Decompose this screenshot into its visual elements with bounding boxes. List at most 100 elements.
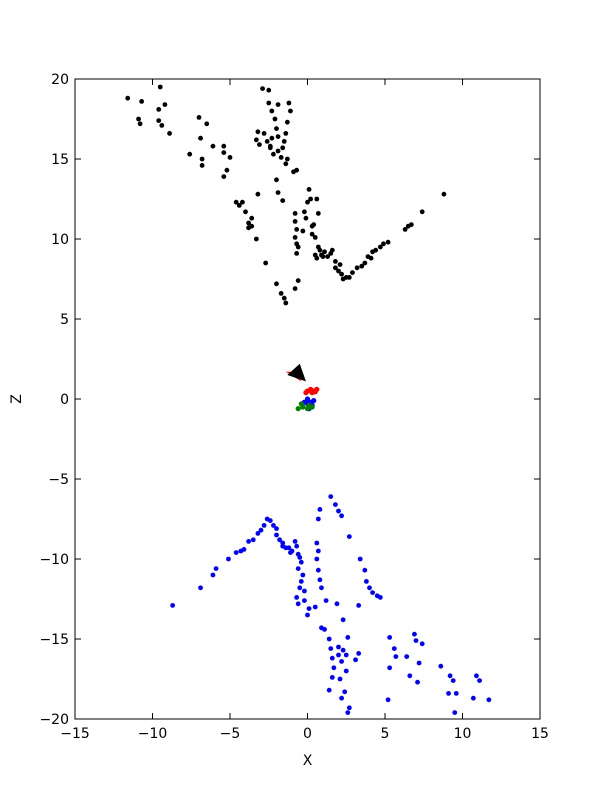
camera-point	[295, 406, 301, 412]
scatter-point-series-1	[274, 532, 279, 538]
scatter-point-series-1	[477, 678, 482, 683]
scatter-point-series-0	[139, 99, 145, 104]
scatter-point-series-0	[419, 209, 425, 215]
scatter-point-series-0	[385, 239, 391, 245]
scatter-point-series-1	[226, 556, 231, 562]
scatter-point-series-1	[362, 567, 368, 573]
scatter-point-series-1	[288, 550, 293, 555]
scatter-point-series-0	[302, 209, 307, 215]
scatter-point-series-0	[136, 116, 141, 122]
scatter-point-series-0	[257, 142, 262, 148]
scatter-point-series-1	[274, 526, 279, 531]
scatter-point-series-0	[204, 121, 210, 127]
scatter-point-series-1	[328, 494, 334, 499]
camera-point	[312, 389, 318, 395]
y-axis-label: Z	[9, 394, 25, 404]
scatter-point-series-0	[306, 187, 312, 192]
scatter-point-series-0	[325, 254, 331, 259]
scatter-point-series-1	[297, 585, 303, 591]
scatter-point-series-1	[370, 590, 375, 595]
scatter-point-series-1	[339, 695, 344, 701]
scatter-point-series-1	[250, 537, 256, 543]
scatter-point-series-1	[391, 646, 397, 651]
scatter-point-series-0	[274, 177, 279, 183]
scatter-point-series-0	[315, 211, 321, 216]
scatter-point-series-1	[404, 654, 410, 659]
scatter-point-series-0	[266, 87, 272, 93]
scatter-point-series-0	[246, 220, 252, 226]
scatter-point-series-1	[387, 635, 393, 640]
scatter-point-series-1	[336, 644, 341, 650]
scatter-point-series-0	[269, 135, 275, 141]
scatter-point-series-0	[281, 139, 287, 144]
scatter-point-series-0	[224, 167, 230, 173]
scatter-point-series-1	[258, 527, 264, 533]
scatter-point-series-1	[314, 556, 320, 562]
scatter-point-series-0	[269, 108, 275, 114]
scatter-point-series-0	[373, 247, 379, 253]
scatter-point-series-1	[294, 543, 300, 549]
scatter-point-series-0	[255, 129, 261, 135]
scatter-point-series-0	[157, 84, 163, 90]
scatter-point-series-0	[199, 156, 205, 162]
scatter-point-series-0	[292, 235, 298, 240]
camera-point	[303, 390, 309, 396]
y-tick-label: 5	[60, 312, 69, 328]
scatter-point-series-1	[413, 638, 419, 643]
scatter-point-series-1	[339, 659, 344, 664]
scatter-point-series-0	[295, 244, 301, 250]
y-tick-label: −10	[39, 552, 69, 568]
scatter-point-series-0	[275, 190, 281, 196]
scatter-point-series-1	[333, 502, 338, 507]
x-tick-label: −10	[138, 726, 168, 742]
scatter-point-series-1	[387, 665, 393, 671]
scatter-point-series-0	[261, 131, 267, 136]
scatter-point-series-0	[253, 137, 259, 143]
scatter-point-series-1	[342, 689, 348, 695]
scatter-point-series-0	[266, 100, 272, 106]
scatter-point-series-1	[255, 531, 261, 536]
scatter-point-series-0	[240, 199, 245, 205]
scatter-point-series-0	[333, 259, 338, 264]
scatter-point-series-0	[249, 215, 255, 221]
camera-point	[311, 398, 317, 404]
scatter-point-series-0	[137, 121, 143, 127]
scatter-point-series-0	[275, 148, 281, 154]
scatter-point-series-0	[402, 227, 408, 232]
scatter-point-series-1	[337, 676, 343, 682]
scatter-point-series-1	[267, 518, 273, 523]
scatter-point-series-0	[312, 235, 318, 240]
scatter-point-series-0	[288, 108, 293, 114]
scatter-point-series-1	[294, 595, 300, 600]
camera-point	[304, 396, 311, 402]
scatter-point-series-1	[334, 601, 340, 607]
scatter-point-series-0	[267, 143, 273, 149]
scatter-point-series-1	[415, 679, 420, 685]
scatter-point-series-0	[249, 223, 255, 229]
scatter-point-series-1	[447, 673, 453, 679]
x-tick-label: −5	[220, 726, 241, 742]
scatter-point-series-0	[314, 255, 320, 261]
y-tick-label: 20	[51, 72, 69, 88]
scatter-point-series-1	[446, 691, 451, 696]
scatter-point-series-1	[315, 567, 321, 573]
scatter-point-series-1	[343, 652, 349, 658]
scatter-point-series-0	[159, 123, 165, 128]
scatter-point-series-0	[275, 134, 281, 140]
scatter-point-series-1	[329, 655, 335, 661]
scatter-point-series-0	[283, 300, 289, 306]
scatter-point-series-0	[272, 116, 278, 122]
scatter-point-series-0	[196, 115, 202, 120]
y-tick-label: −5	[48, 472, 69, 488]
scatter-point-series-1	[241, 547, 247, 552]
scatter-point-series-0	[441, 191, 447, 197]
scatter-point-series-0	[305, 199, 310, 205]
scatter-point-series-1	[210, 572, 216, 578]
scatter-point-series-0	[346, 275, 352, 280]
scatter-point-series-1	[393, 654, 399, 659]
scatter-point-series-0	[280, 145, 286, 151]
scatter-point-series-0	[236, 203, 242, 208]
scatter-point-series-0	[337, 262, 343, 267]
